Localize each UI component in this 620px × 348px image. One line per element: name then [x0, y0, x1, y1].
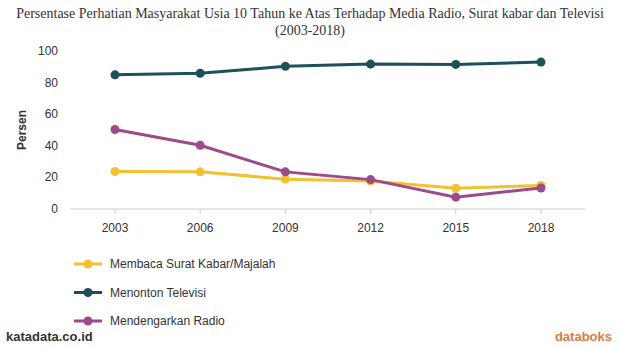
y-tick: [66, 82, 70, 83]
y-tick-label: 20: [45, 170, 59, 184]
series-marker: [196, 167, 205, 176]
series-marker: [111, 125, 120, 134]
x-tick-label: 2012: [357, 221, 384, 235]
y-tick-label: 0: [51, 202, 58, 216]
legend-label: Menonton Televisi: [110, 286, 206, 300]
series-marker: [281, 167, 290, 176]
title: Persentase Perhatian Masyarakat Usia 10 …: [16, 6, 604, 39]
y-axis-label: Persen: [15, 110, 29, 150]
series-line: [115, 62, 541, 75]
x-tick-label: 2015: [442, 221, 469, 235]
source-logo: katadata.co.id: [6, 329, 93, 344]
x-tick-label: 2018: [528, 221, 555, 235]
legend-label: Mendengarkan Radio: [110, 314, 225, 328]
y-tick: [66, 209, 70, 210]
x-tick-label: 2003: [102, 221, 129, 235]
y-tick-label: 100: [38, 44, 58, 58]
series-marker: [111, 70, 120, 79]
series-marker: [451, 193, 460, 202]
plot-area: [111, 58, 546, 202]
series-marker: [451, 60, 460, 69]
series-marker: [537, 58, 546, 67]
series-line: [115, 130, 541, 198]
series-marker: [196, 141, 205, 150]
y-tick-label: 60: [45, 107, 59, 121]
source-logo: databoks: [555, 329, 612, 344]
x-tick: [541, 209, 542, 214]
x-tick: [455, 209, 456, 214]
series-marker: [537, 183, 546, 192]
series-marker: [366, 60, 375, 69]
x-tick: [115, 209, 116, 214]
legend-marker: [84, 288, 93, 297]
y-tick: [66, 145, 70, 146]
x-tick-label: 2009: [272, 221, 299, 235]
series-marker: [111, 167, 120, 176]
series-marker: [366, 175, 375, 184]
series-marker: [451, 184, 460, 193]
chart: Persentase Perhatian Masyarakat Usia 10 …: [0, 0, 620, 348]
y-tick-label: 80: [45, 76, 59, 90]
series-line: [115, 172, 541, 189]
series-marker: [196, 69, 205, 78]
x-tick: [200, 209, 201, 214]
x-tick-label: 2006: [187, 221, 214, 235]
legend-marker: [84, 260, 93, 269]
series-marker: [281, 62, 290, 71]
x-axis: [70, 209, 585, 210]
legend-label: Membaca Surat Kabar/Majalah: [110, 257, 275, 271]
y-tick: [66, 51, 70, 52]
y-tick-label: 40: [45, 139, 59, 153]
x-tick: [370, 209, 371, 214]
x-tick: [285, 209, 286, 214]
y-tick: [66, 177, 70, 178]
legend-marker: [84, 317, 93, 326]
y-tick: [66, 114, 70, 115]
